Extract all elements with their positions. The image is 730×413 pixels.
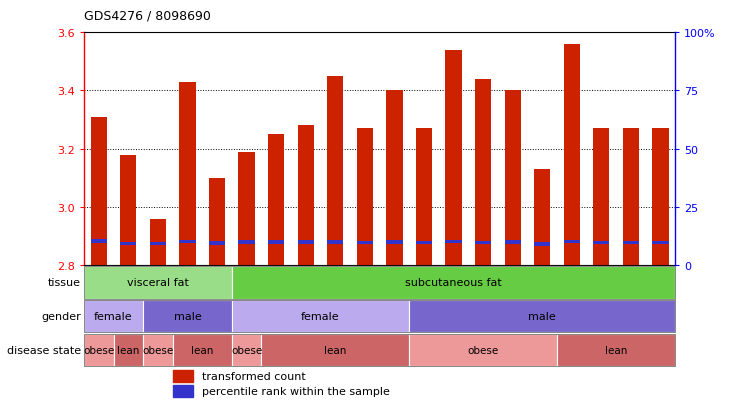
Bar [143, 334, 172, 366]
Bar [239, 152, 255, 266]
Bar [91, 117, 107, 266]
Bar [209, 178, 225, 266]
Bar [298, 241, 314, 244]
Bar [231, 334, 261, 366]
Bar [172, 385, 193, 397]
Bar [534, 170, 550, 266]
Bar [268, 241, 284, 244]
Bar [416, 129, 432, 266]
Text: percentile rank within the sample: percentile rank within the sample [202, 386, 390, 396]
Bar [84, 334, 114, 366]
Bar [114, 334, 143, 366]
Bar [593, 129, 610, 266]
Bar [180, 83, 196, 266]
Bar [386, 91, 402, 266]
Text: GDS4276 / 8098690: GDS4276 / 8098690 [84, 10, 211, 23]
Text: male: male [529, 311, 556, 321]
Bar [504, 91, 520, 266]
Text: obese: obese [467, 345, 499, 355]
Bar [327, 77, 343, 266]
Text: obese: obese [142, 345, 174, 355]
Bar [564, 240, 580, 244]
Text: subcutaneous fat: subcutaneous fat [405, 278, 502, 288]
Bar [386, 241, 402, 244]
Text: visceral fat: visceral fat [127, 278, 189, 288]
Bar [564, 45, 580, 266]
Text: disease state: disease state [7, 345, 81, 355]
Bar [84, 266, 231, 299]
Bar [180, 240, 196, 244]
Bar [593, 241, 610, 245]
Bar [261, 334, 409, 366]
Text: transformed count: transformed count [202, 371, 306, 381]
Bar [409, 334, 557, 366]
Bar [475, 80, 491, 266]
Bar [150, 242, 166, 246]
Bar [120, 155, 137, 266]
Bar [239, 240, 255, 244]
Bar [209, 241, 225, 245]
Bar [653, 129, 669, 266]
Text: tissue: tissue [48, 278, 81, 288]
Bar [534, 242, 550, 246]
Bar [445, 240, 461, 244]
Bar [268, 135, 284, 266]
Bar [231, 266, 675, 299]
Text: lean: lean [605, 345, 627, 355]
Bar [120, 242, 137, 246]
Bar [172, 370, 193, 382]
Bar [327, 241, 343, 244]
Bar [298, 126, 314, 266]
Bar [231, 300, 409, 332]
Bar [409, 300, 675, 332]
Bar [475, 241, 491, 245]
Text: lean: lean [191, 345, 213, 355]
Bar [172, 334, 231, 366]
Text: female: female [94, 311, 133, 321]
Bar [623, 129, 639, 266]
Bar [557, 334, 675, 366]
Bar [150, 219, 166, 266]
Bar [357, 129, 373, 266]
Bar [504, 241, 520, 244]
Text: obese: obese [231, 345, 262, 355]
Bar [416, 241, 432, 245]
Bar [84, 300, 143, 332]
Bar [445, 50, 461, 266]
Text: lean: lean [117, 345, 139, 355]
Bar [143, 300, 231, 332]
Bar [84, 266, 675, 411]
Text: gender: gender [41, 311, 81, 321]
Text: female: female [301, 311, 339, 321]
Bar [623, 241, 639, 245]
Text: male: male [174, 311, 201, 321]
Text: obese: obese [83, 345, 115, 355]
Bar [653, 241, 669, 245]
Bar [357, 241, 373, 245]
Text: lean: lean [324, 345, 347, 355]
Bar [91, 239, 107, 243]
